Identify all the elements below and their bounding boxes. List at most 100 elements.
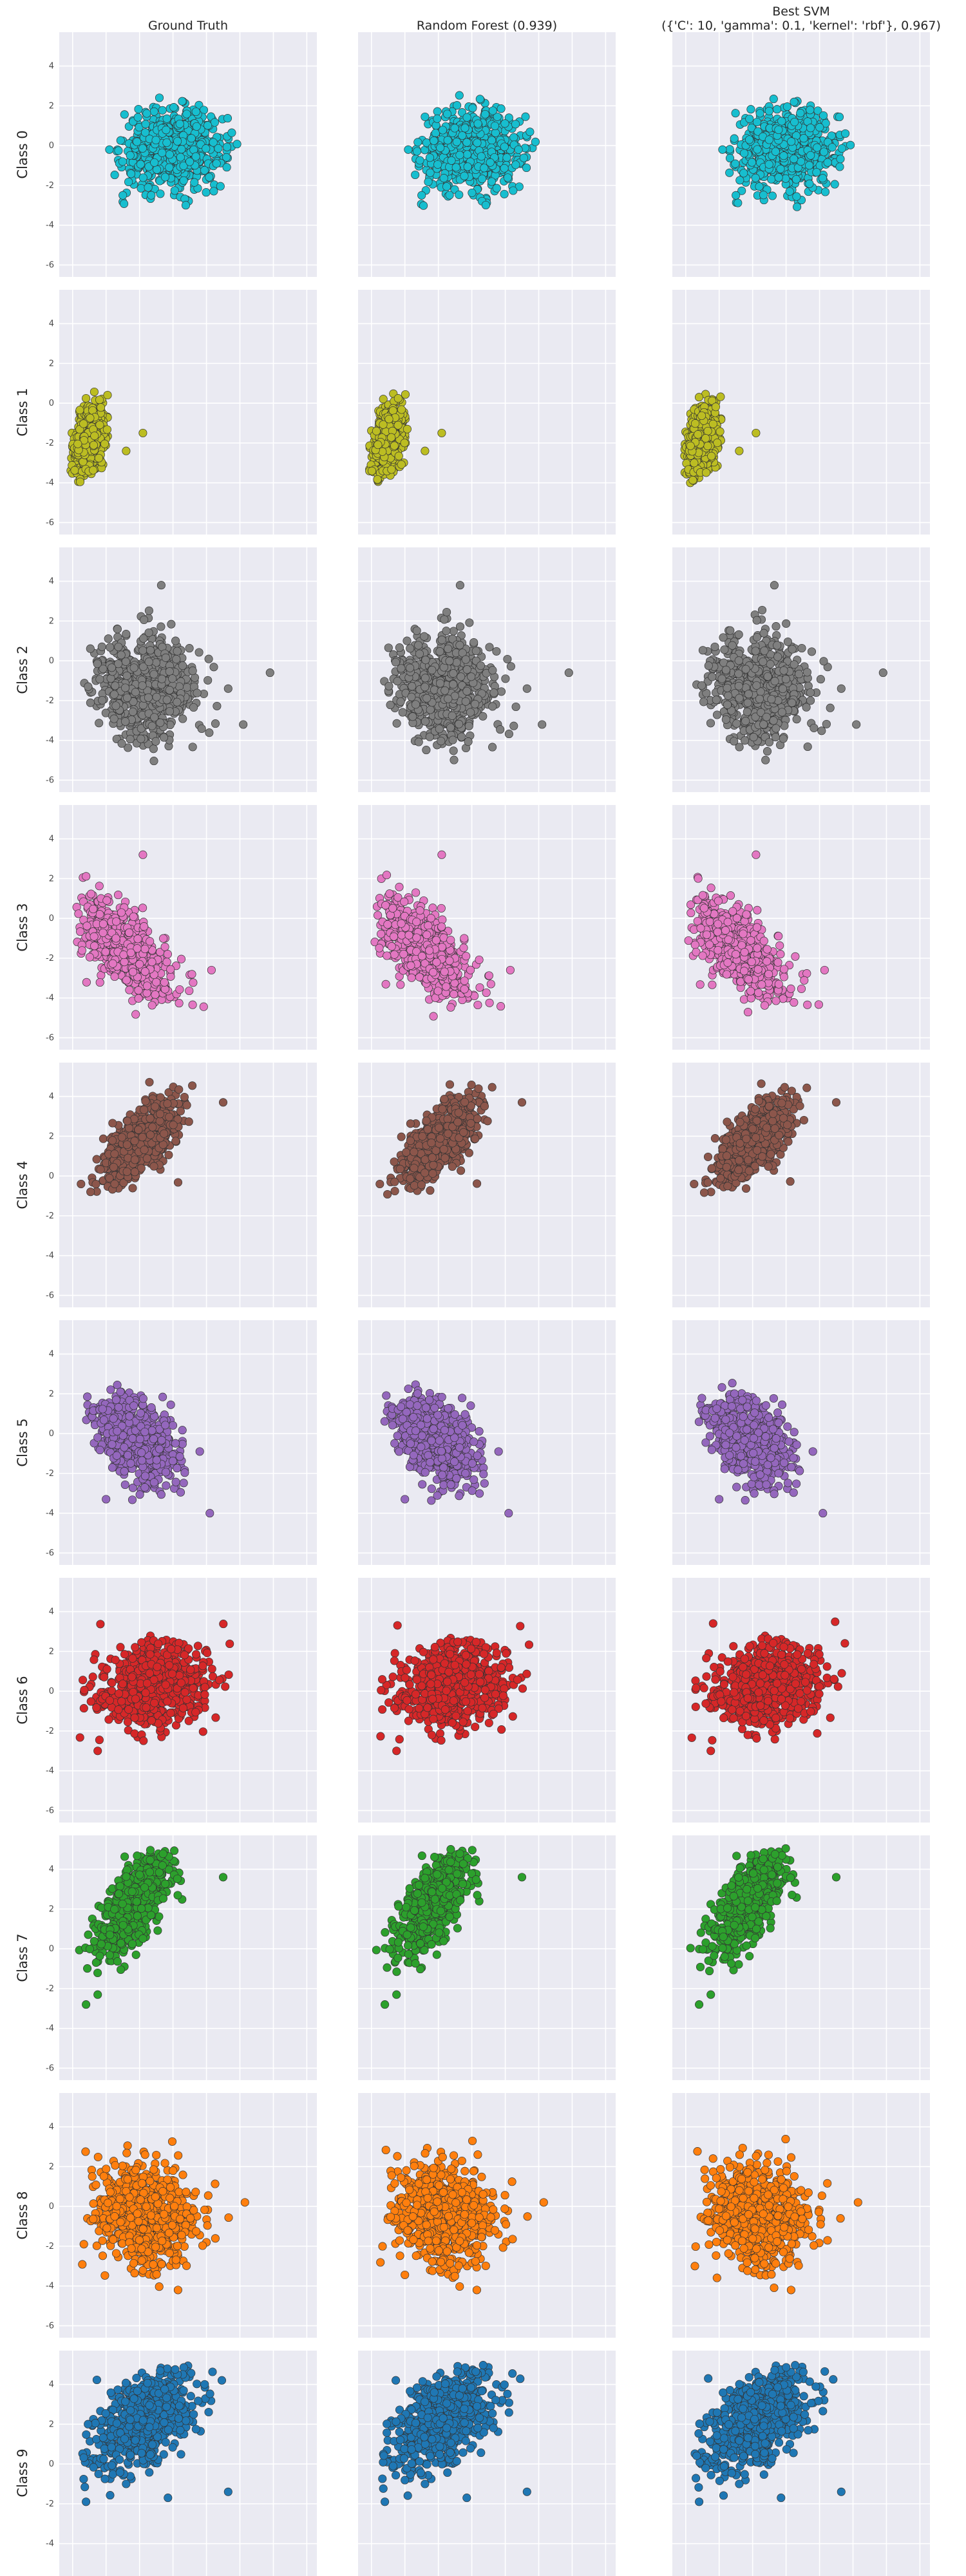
data-point	[767, 175, 776, 184]
data-point	[95, 395, 104, 404]
data-point	[156, 581, 166, 590]
data-point	[460, 171, 469, 180]
data-point	[739, 149, 749, 158]
panel-row2-col1	[358, 547, 616, 792]
data-point	[394, 451, 403, 460]
data-point	[797, 157, 806, 166]
data-point	[209, 187, 218, 196]
data-point	[122, 446, 131, 455]
data-point	[95, 675, 104, 684]
y-tick-label: 4	[49, 577, 54, 587]
y-tick-label: -4	[46, 221, 54, 231]
data-point	[820, 187, 830, 196]
data-point	[497, 104, 506, 113]
data-point	[86, 698, 95, 707]
data-point	[265, 668, 274, 677]
panel-row0-col1	[358, 32, 616, 277]
data-point	[846, 140, 855, 149]
data-point	[134, 104, 143, 114]
data-point	[436, 143, 445, 152]
data-point	[526, 128, 535, 137]
data-point	[509, 721, 518, 730]
data-point	[492, 184, 501, 193]
data-point	[502, 153, 511, 162]
data-point	[774, 173, 783, 182]
data-point	[462, 138, 471, 147]
data-point	[443, 136, 452, 145]
data-point	[431, 129, 440, 138]
data-point	[128, 707, 137, 716]
data-point	[813, 143, 822, 152]
data-point	[716, 392, 725, 401]
data-point	[165, 667, 174, 676]
y-tick-label: -6	[46, 775, 54, 785]
data-point	[400, 439, 409, 448]
column-title-0: Ground Truth	[148, 19, 228, 33]
data-point	[138, 428, 147, 437]
data-point	[158, 106, 167, 115]
data-point	[178, 714, 187, 723]
data-point	[402, 424, 412, 433]
data-point	[107, 663, 117, 672]
data-point	[433, 160, 442, 169]
data-point	[735, 176, 744, 185]
data-point	[688, 476, 697, 485]
data-point	[106, 643, 115, 652]
data-point	[227, 128, 236, 137]
data-point	[113, 625, 122, 634]
data-point	[755, 109, 764, 118]
data-point	[136, 160, 145, 169]
column-titles: Ground Truth Random Forest (0.939)Best SV…	[148, 5, 941, 33]
y-tick-label: 2	[49, 359, 54, 368]
data-point	[511, 702, 520, 712]
row-label: Class 2	[15, 645, 30, 694]
data-point	[70, 466, 79, 475]
data-point	[75, 477, 85, 486]
data-point	[90, 387, 99, 397]
data-point	[694, 393, 704, 402]
data-point	[531, 137, 540, 146]
data-point	[94, 453, 104, 462]
data-point	[223, 684, 232, 693]
data-point	[387, 433, 396, 442]
data-point	[764, 135, 773, 144]
data-point	[190, 178, 199, 187]
panel-row0-col2	[672, 32, 930, 277]
data-point	[165, 686, 174, 695]
data-point	[150, 713, 159, 722]
data-point	[773, 105, 782, 114]
data-point	[464, 737, 473, 746]
data-point	[204, 676, 213, 685]
data-point	[730, 134, 739, 143]
data-point	[748, 158, 757, 167]
data-point	[752, 428, 761, 437]
data-point	[194, 648, 204, 657]
data-point	[122, 630, 131, 639]
data-point	[392, 719, 401, 728]
data-point	[791, 175, 800, 184]
data-point	[486, 158, 495, 167]
data-point	[165, 150, 174, 159]
data-point	[500, 142, 509, 151]
row-label: Class 0	[15, 130, 30, 178]
data-point	[104, 634, 113, 643]
data-point	[419, 201, 428, 210]
data-point	[129, 663, 138, 672]
data-point	[519, 153, 528, 162]
data-point	[725, 168, 734, 177]
data-point	[173, 137, 182, 146]
data-point	[89, 466, 98, 475]
data-point	[451, 163, 460, 172]
data-point	[755, 182, 764, 191]
data-point	[182, 683, 192, 692]
data-point	[771, 147, 780, 156]
data-point	[120, 199, 129, 208]
data-point	[806, 151, 815, 160]
data-point	[110, 171, 119, 180]
data-point	[413, 138, 422, 147]
data-point	[500, 164, 509, 173]
data-point	[138, 681, 147, 690]
data-point	[82, 393, 91, 403]
